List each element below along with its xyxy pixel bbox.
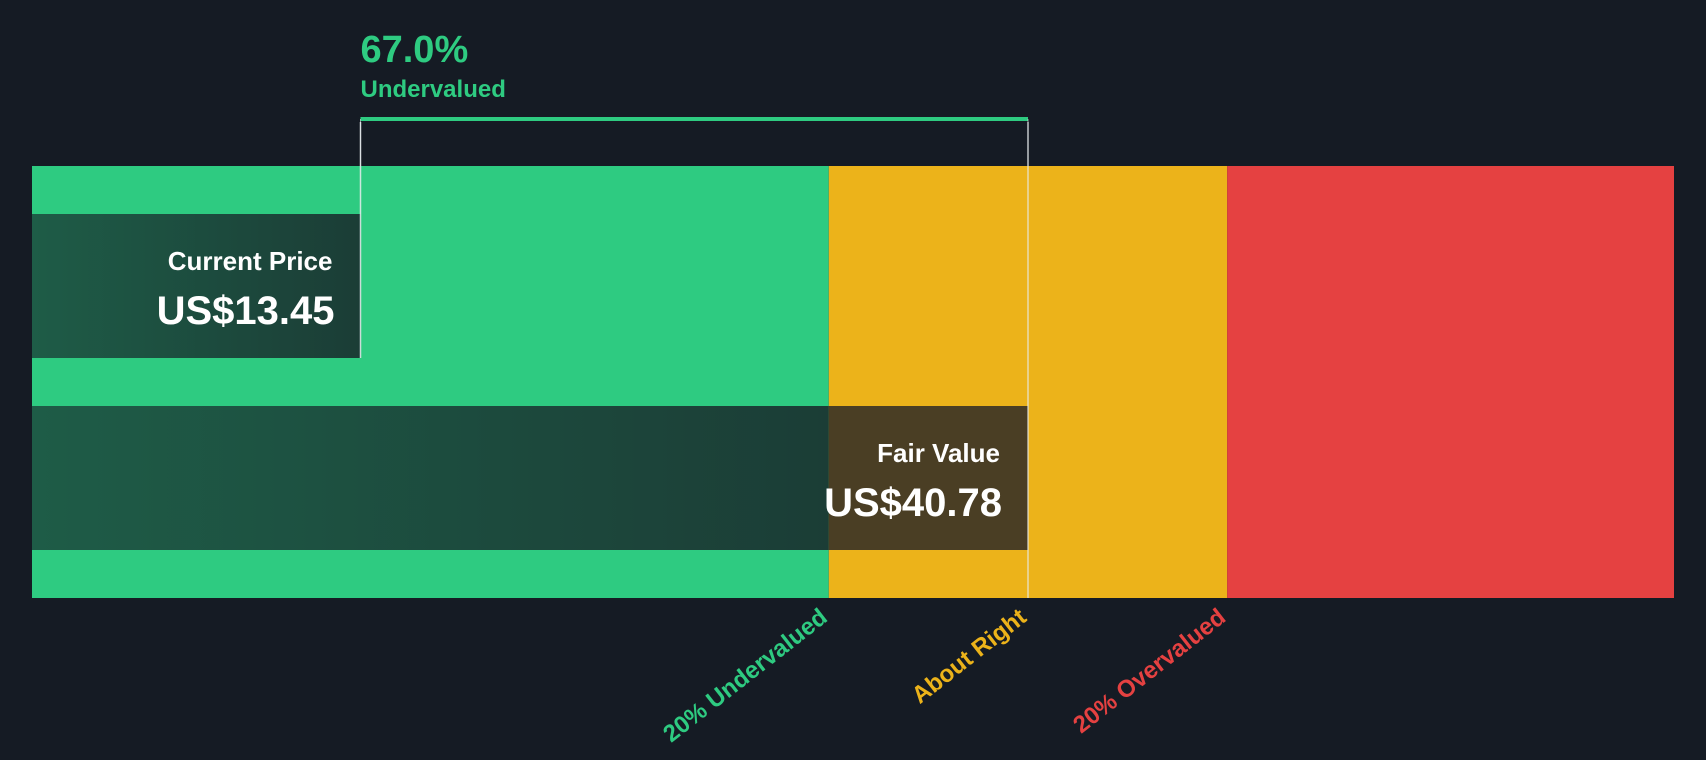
fair-value-bar-about-right [828,406,1028,550]
fair-value-label: Fair Value [877,438,1000,468]
current-price-value: US$13.45 [157,289,335,333]
discount-status: Undervalued [360,76,505,103]
current-price-bar [32,214,361,358]
zone-overvalued [1227,166,1674,598]
zone-label-undervalued: 20% Undervalued [658,603,832,747]
fair-value-bar [32,406,829,550]
discount-percent: 67.0% [360,29,468,71]
discount-bracket-line [360,117,1028,121]
fair-value-value: US$40.78 [824,481,1002,525]
zone-label-overvalued: 20% Overvalued [1068,603,1231,738]
current-price-label: Current Price [168,246,333,276]
zone-label-about-right: About Right [907,603,1032,709]
